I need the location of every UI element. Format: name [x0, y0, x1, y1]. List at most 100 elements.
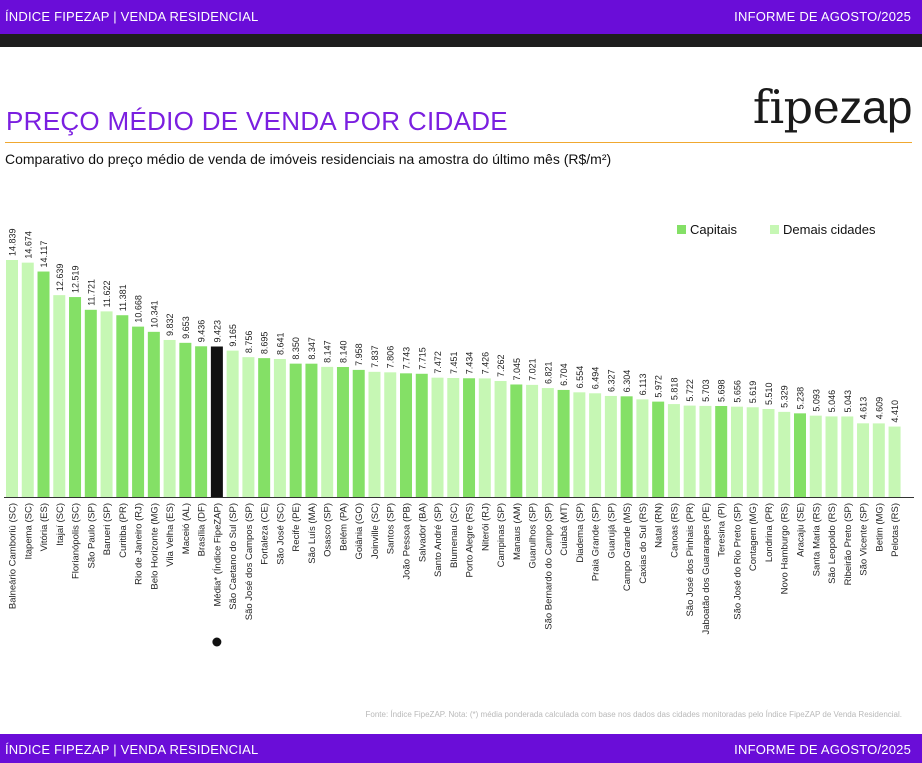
bar	[667, 404, 680, 497]
bar	[841, 416, 854, 497]
data-label: 4.410	[890, 400, 900, 423]
data-label: 10.341	[149, 300, 159, 328]
bar	[226, 350, 239, 497]
x-tick-label: São Caetano do Sul (SP)	[228, 503, 239, 610]
x-tick-label: Jaboatão dos Guararapes (PE)	[701, 503, 712, 635]
data-label: 5.698	[717, 379, 727, 402]
chart-title: PREÇO MÉDIO DE VENDA POR CIDADE	[6, 106, 508, 136]
data-label: 7.045	[512, 358, 522, 381]
x-tick-label: Belo Horizonte (MG)	[149, 503, 160, 590]
x-tick-label: São José dos Campos (SP)	[244, 503, 255, 620]
bar	[620, 396, 633, 497]
data-label: 5.510	[764, 382, 774, 405]
x-tick-label: Salvador (BA)	[417, 503, 428, 562]
top-banner: ÍNDICE FIPEZAP | VENDA RESIDENCIAL INFOR…	[0, 0, 922, 34]
bar	[336, 366, 349, 497]
data-label: 5.238	[796, 387, 806, 410]
bar	[100, 311, 113, 497]
bar	[132, 326, 145, 497]
data-label: 7.426	[480, 352, 490, 375]
legend-item-capitais: Capitais	[677, 222, 737, 237]
data-label: 6.327	[606, 369, 616, 392]
data-label: 5.093	[811, 389, 821, 412]
x-tick-label: Porto Alegre (RS)	[465, 503, 476, 577]
data-label: 7.472	[433, 351, 443, 374]
data-label: 6.494	[591, 367, 601, 390]
x-tick-label: Osasco (SP)	[323, 503, 334, 557]
data-label: 11.622	[102, 281, 112, 308]
bar	[210, 346, 223, 497]
data-label: 8.147	[323, 340, 333, 363]
x-tick-label: Fortaleza (CE)	[260, 503, 271, 565]
x-tick-label: Aracaju (SE)	[796, 503, 807, 557]
bar	[84, 309, 97, 497]
bar	[872, 423, 885, 497]
data-label: 8.756	[244, 331, 254, 354]
bar	[116, 315, 129, 497]
x-tick-label: Rio de Janeiro (RJ)	[134, 503, 145, 585]
x-tick-label: Londrina (PR)	[764, 503, 775, 562]
bar	[195, 346, 208, 497]
data-label: 14.839	[8, 228, 18, 256]
data-label: 8.347	[307, 337, 317, 360]
x-tick-label: Florianópolis (SC)	[71, 503, 82, 579]
x-tick-label: Joinville (SC)	[370, 503, 381, 559]
x-tick-label: Belém (PA)	[338, 503, 349, 551]
x-tick-label: Itajaí (SC)	[55, 503, 66, 546]
bar	[857, 423, 870, 497]
bar	[305, 363, 318, 497]
data-label: 6.554	[575, 366, 585, 389]
data-label: 6.821	[543, 362, 553, 385]
bar	[69, 297, 82, 497]
bar	[636, 399, 649, 497]
data-label: 8.695	[260, 332, 270, 355]
bar	[715, 405, 728, 497]
x-tick-label: Guarulhos (SP)	[528, 503, 539, 568]
bar	[510, 384, 523, 497]
header-right-text: INFORME DE AGOSTO/2025	[734, 9, 911, 24]
x-tick-label: Ribeirão Preto (SP)	[843, 503, 854, 585]
bar	[683, 405, 696, 497]
data-label: 9.165	[228, 324, 238, 347]
bar	[604, 395, 617, 497]
data-label: 9.832	[165, 313, 175, 336]
x-tick-label: Niterói (RJ)	[480, 503, 491, 551]
bar	[652, 401, 665, 497]
title-underline	[5, 142, 912, 143]
data-label: 8.641	[275, 332, 285, 355]
bar	[321, 366, 334, 497]
x-tick-label: Praia Grande (SP)	[591, 503, 602, 581]
bar	[179, 342, 192, 497]
x-tick-label: Curitiba (PR)	[118, 503, 129, 558]
data-label: 6.704	[559, 363, 569, 386]
legend-label-demais-cidades: Demais cidades	[783, 222, 876, 237]
bar	[746, 407, 759, 497]
data-label: 8.140	[338, 340, 348, 363]
x-tick-label: São Vicente (SP)	[859, 503, 870, 576]
data-label: 8.350	[291, 337, 301, 360]
bar	[384, 372, 397, 497]
bar	[573, 392, 586, 497]
data-label: 12.519	[71, 266, 81, 294]
x-tick-label: Santo André (SP)	[433, 503, 444, 577]
x-tick-label: Barueri (SP)	[102, 503, 113, 555]
bar	[400, 373, 412, 497]
data-label: 14.674	[23, 231, 33, 259]
legend-label-capitais: Capitais	[690, 222, 737, 237]
bar	[163, 339, 176, 497]
data-label: 7.434	[465, 352, 475, 375]
bar	[258, 358, 271, 497]
bar	[368, 371, 381, 497]
data-label: 7.021	[528, 358, 538, 381]
x-tick-label: Guarujá (SP)	[606, 503, 617, 558]
bar	[730, 406, 743, 497]
x-tick-label: Maceió (AL)	[181, 503, 192, 554]
x-tick-label: Teresina (PI)	[717, 503, 728, 557]
x-tick-label: São Leopoldo (RS)	[827, 503, 838, 584]
fipezap-logo: fipezap	[752, 80, 913, 134]
bar	[53, 295, 66, 497]
x-tick-label: Natal (RN)	[654, 503, 665, 548]
bar	[794, 413, 806, 497]
bar	[415, 373, 428, 497]
